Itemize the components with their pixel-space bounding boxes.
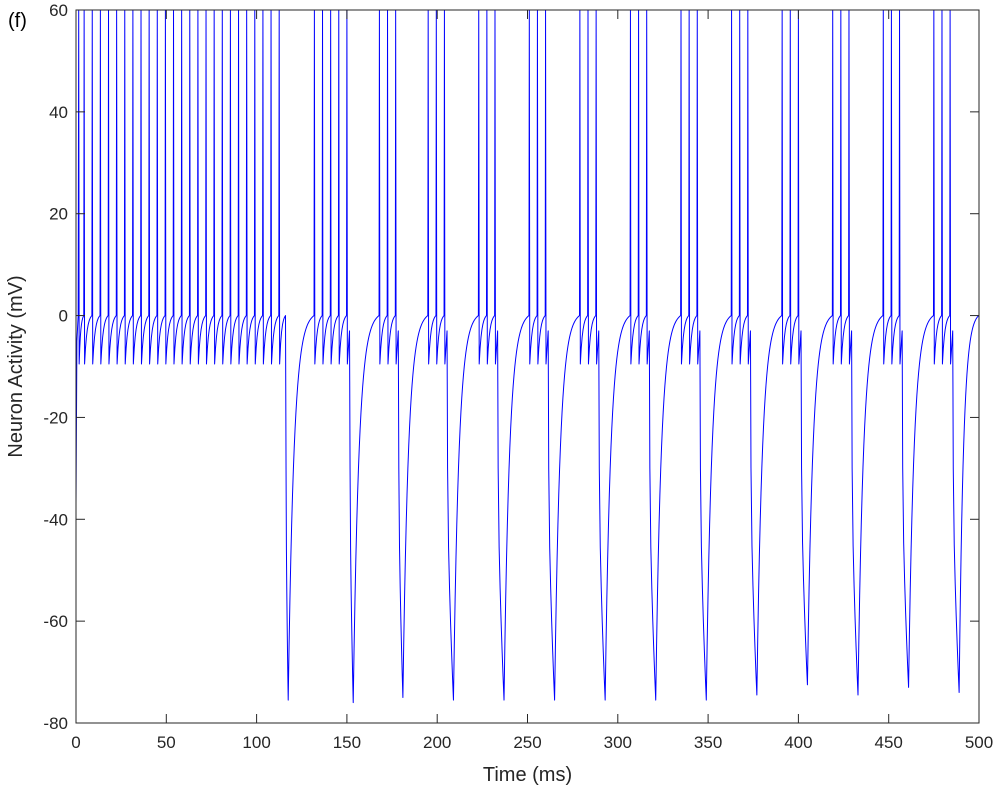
y-tick-label: -80	[43, 714, 68, 733]
x-axis-title: Time (ms)	[483, 764, 572, 786]
y-tick-label: -40	[43, 510, 68, 529]
x-tick-label: 400	[784, 733, 812, 752]
y-ticks: -80 -60 -40 -20 0 20 40 60	[43, 1, 979, 733]
y-tick-label: 20	[49, 205, 68, 224]
y-tick-label: 0	[59, 307, 68, 326]
x-tick-label: 150	[333, 733, 361, 752]
panel-label: (f)	[8, 10, 27, 32]
x-tick-label: 100	[242, 733, 270, 752]
x-tick-label: 200	[423, 733, 451, 752]
x-tick-label: 350	[694, 733, 722, 752]
x-tick-label: 0	[71, 733, 80, 752]
y-tick-label: 40	[49, 103, 68, 122]
x-tick-label: 300	[604, 733, 632, 752]
x-tick-label: 50	[157, 733, 176, 752]
x-ticks: 0 50 100 150 200 250 300 350 400 450 500	[71, 10, 993, 752]
y-tick-label: 60	[49, 1, 68, 20]
trace-layer	[76, 10, 979, 704]
y-tick-label: -60	[43, 612, 68, 631]
x-tick-label: 500	[965, 733, 993, 752]
y-tick-label: -20	[43, 408, 68, 427]
x-tick-label: 450	[875, 733, 903, 752]
x-tick-label: 250	[513, 733, 541, 752]
membrane-potential-trace	[76, 10, 979, 704]
y-axis-title: Neuron Activity (mV)	[5, 275, 27, 457]
plot-background	[76, 10, 979, 723]
